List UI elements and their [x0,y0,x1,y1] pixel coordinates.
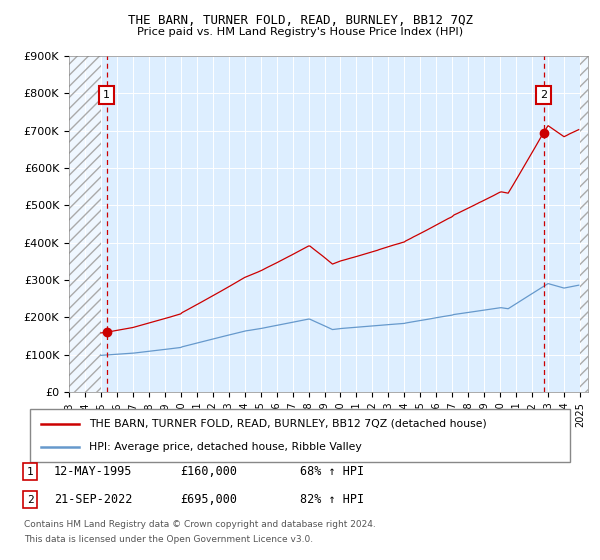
Text: 12-MAY-1995: 12-MAY-1995 [54,465,133,478]
Text: This data is licensed under the Open Government Licence v3.0.: This data is licensed under the Open Gov… [24,535,313,544]
Text: 1: 1 [103,90,110,100]
Bar [580,56,588,392]
Text: Contains HM Land Registry data © Crown copyright and database right 2024.: Contains HM Land Registry data © Crown c… [24,520,376,529]
FancyBboxPatch shape [30,409,570,462]
Text: 2: 2 [540,90,547,100]
Text: 1: 1 [26,466,34,477]
Text: 68% ↑ HPI: 68% ↑ HPI [300,465,364,478]
Bar [580,56,588,392]
Bar [69,56,101,392]
Text: 21-SEP-2022: 21-SEP-2022 [54,493,133,506]
Text: 82% ↑ HPI: 82% ↑ HPI [300,493,364,506]
Text: £160,000: £160,000 [180,465,237,478]
Text: 2: 2 [26,494,34,505]
Text: £695,000: £695,000 [180,493,237,506]
Text: THE BARN, TURNER FOLD, READ, BURNLEY, BB12 7QZ (detached house): THE BARN, TURNER FOLD, READ, BURNLEY, BB… [89,419,487,429]
Text: THE BARN, TURNER FOLD, READ, BURNLEY, BB12 7QZ: THE BARN, TURNER FOLD, READ, BURNLEY, BB… [128,14,473,27]
Text: HPI: Average price, detached house, Ribble Valley: HPI: Average price, detached house, Ribb… [89,442,362,452]
Text: Price paid vs. HM Land Registry's House Price Index (HPI): Price paid vs. HM Land Registry's House … [137,27,463,37]
Bar [69,56,101,392]
